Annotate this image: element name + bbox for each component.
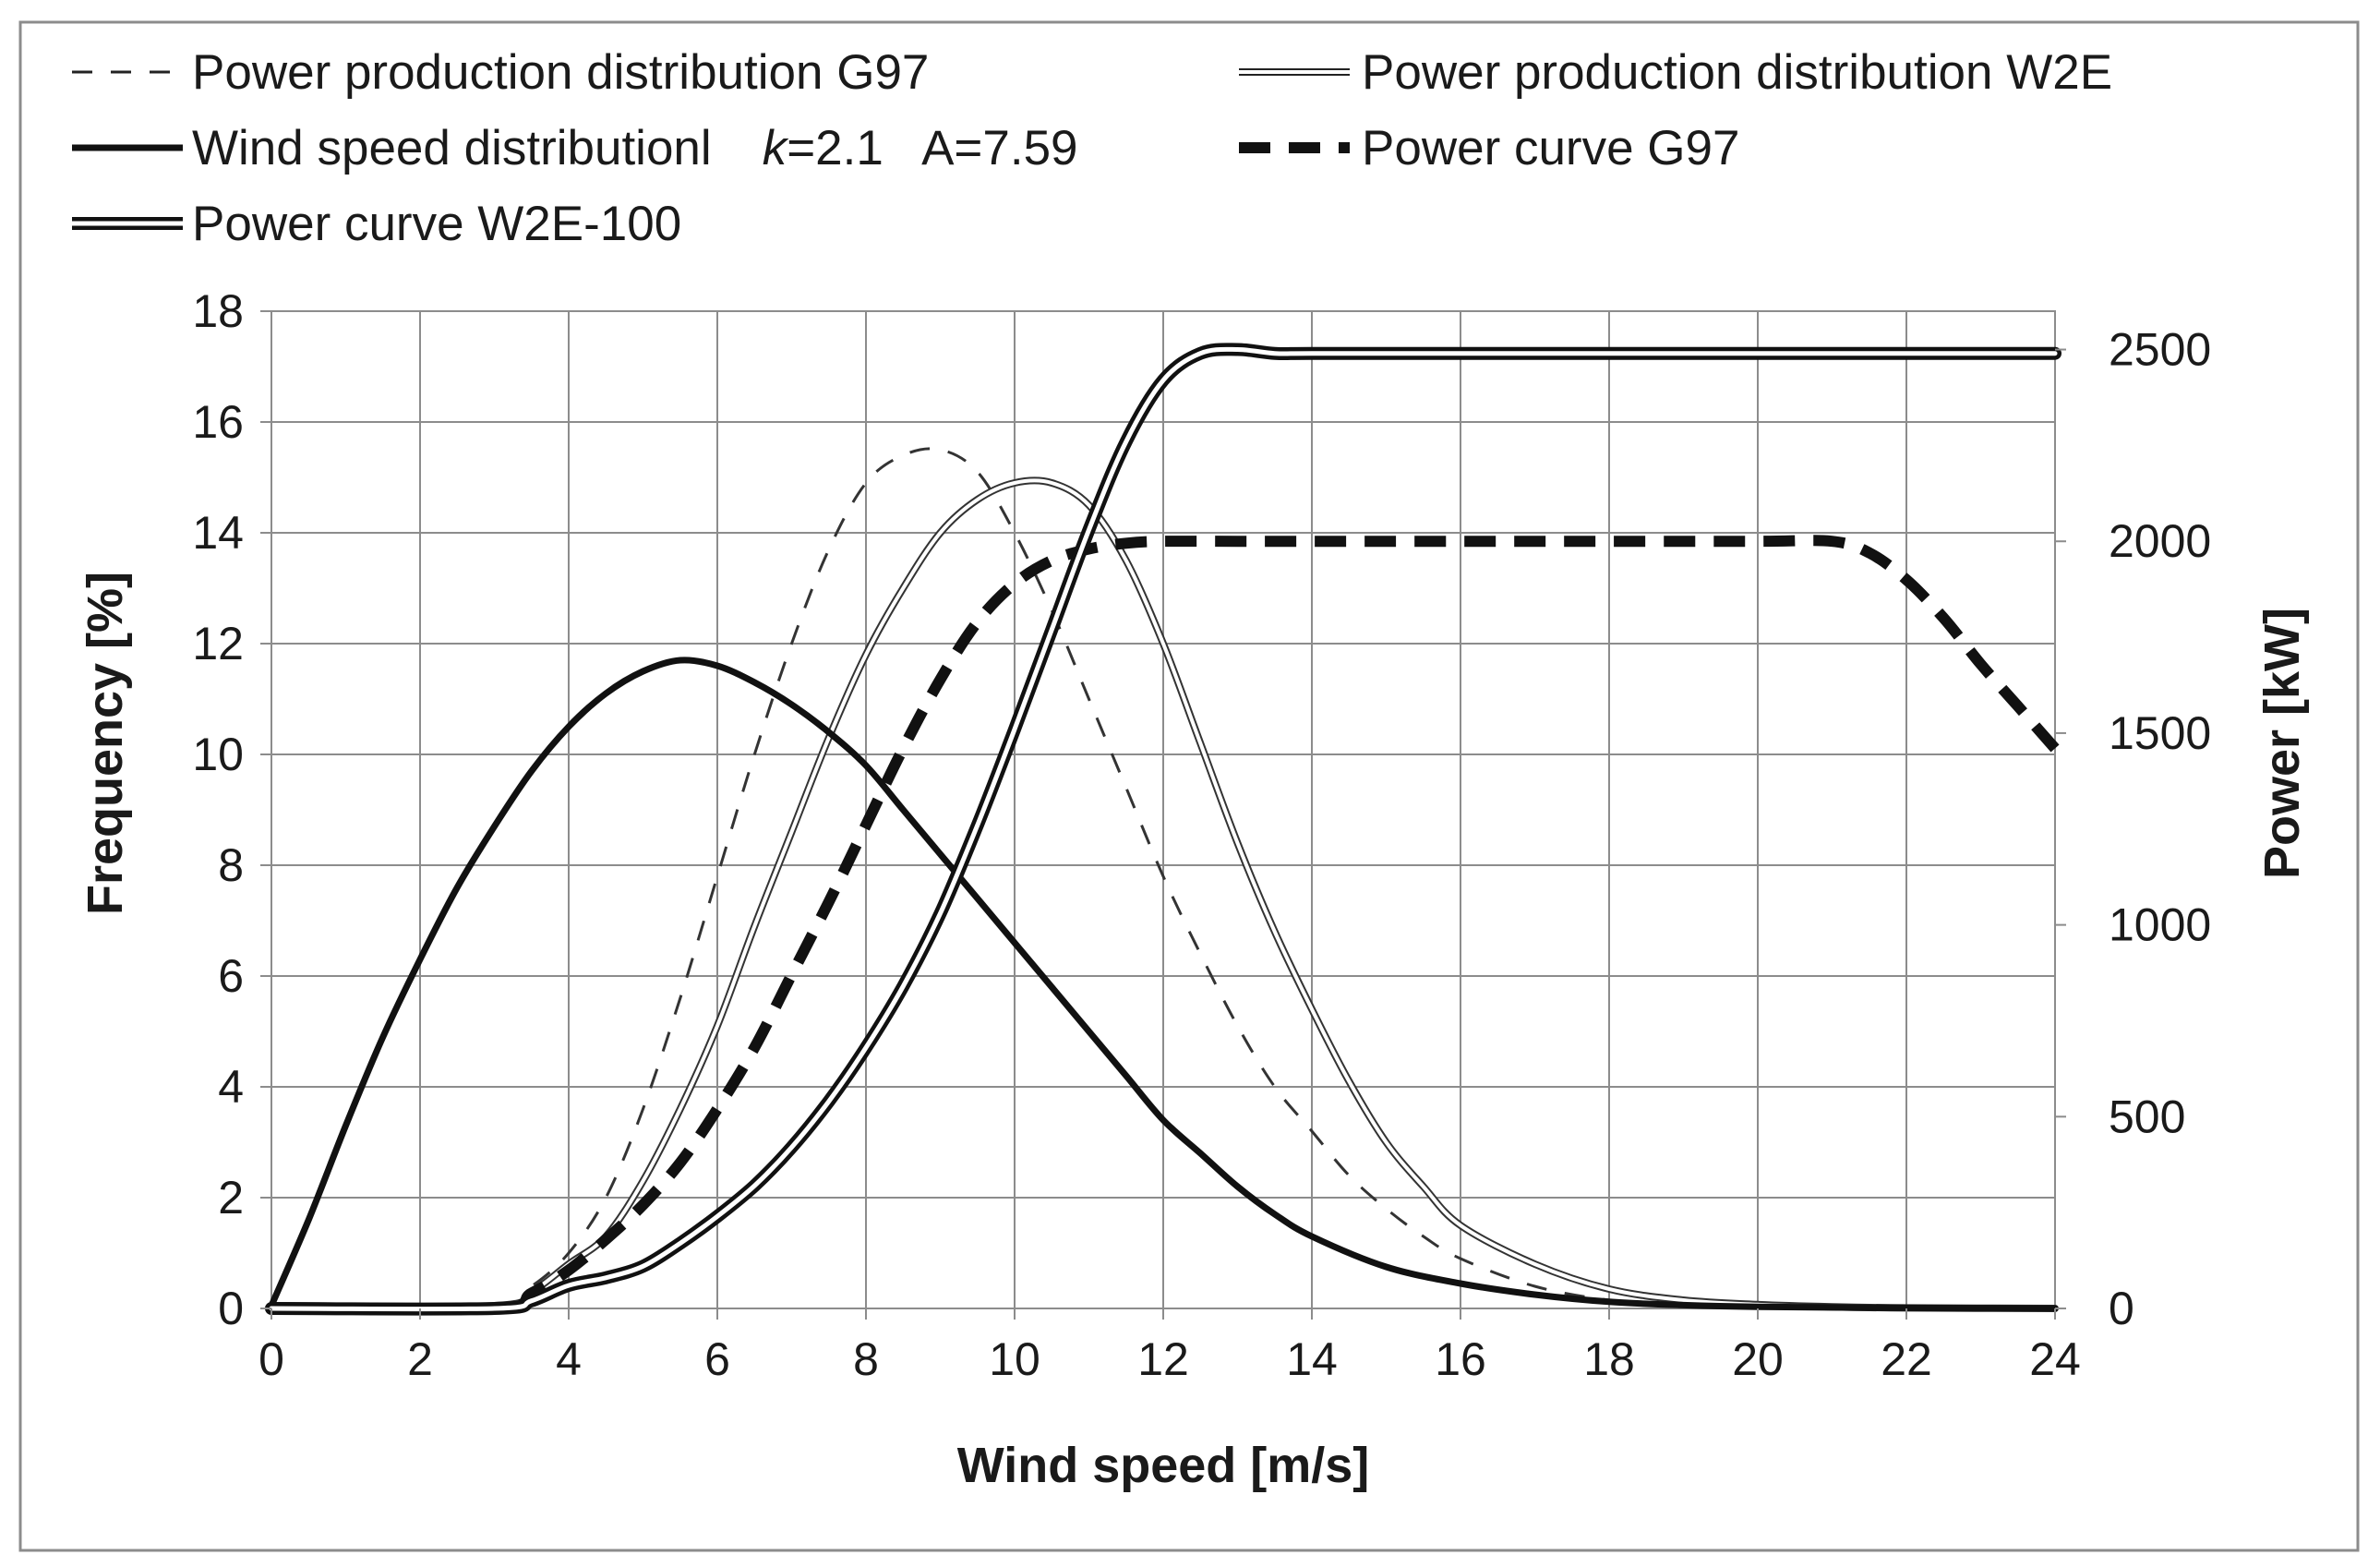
x-tick-label: 8 [853,1333,879,1385]
ticks: 0 2 4 6 8 10 12 14 16 18 20 22 240246810121416180500… [192,285,2211,1385]
x-tick-label: 6 [704,1333,730,1385]
legend-item-g97-curve: Power curve G97 [1239,121,1739,175]
series-3 [270,535,2060,1316]
legend: Power production distribution G97 Power … [72,45,2112,251]
x-tick-label: 4 [556,1333,582,1385]
x-tick-label: 10 [989,1333,1040,1385]
legend-wind-params: =2.1 A=7.59 [787,121,1077,175]
y-tick-label: 14 [192,507,244,559]
legend-label-g97-curve: Power curve G97 [1362,121,1739,175]
y-tick-label: 6 [218,950,244,1002]
legend-item-w2e-production: Power production distribution W2E [1239,45,2112,100]
legend-label-w2e-curve: Power curve W2E-100 [192,197,681,251]
legend-wind-k: k [763,121,789,175]
x-tick-label: 22 [1881,1333,1932,1385]
legend-wind-name: Wind speed distributionl [192,121,712,175]
series-2 [268,657,2059,1312]
legend-label-w2e-production: Power production distribution W2E [1362,45,2112,100]
series-2-line [268,657,2059,1312]
y2-tick-label: 2500 [2109,324,2211,376]
x-tick-label: 0 [258,1333,284,1385]
chart-frame [18,20,2360,1552]
y-tick-label: 12 [192,618,244,669]
x-tick-label: 2 [407,1333,433,1385]
x-axis-title: Wind speed [m/s] [957,1438,1370,1493]
y2-tick-label: 1500 [2109,707,2211,759]
y-axis-title: Frequency [%] [78,572,133,915]
series-0-line [270,447,2056,1310]
legend-item-w2e-curve: Power curve W2E-100 [72,197,681,251]
y2-tick-label: 1000 [2109,899,2211,951]
series-0 [270,447,2056,1310]
y-tick-label: 4 [218,1061,244,1113]
y-tick-label: 10 [192,729,244,780]
y-tick-label: 0 [218,1283,244,1334]
x-tick-label: 14 [1286,1333,1338,1385]
series-1-line-inner [270,478,2057,1310]
legend-label-g97-production: Power production distribution G97 [192,45,929,100]
series-4-line-inner [269,346,2058,1312]
series-layer [265,343,2061,1316]
x-tick-label: 20 [1732,1333,1784,1385]
x-tick-label: 18 [1583,1333,1635,1385]
y2-tick-label: 500 [2109,1091,2185,1142]
series-3-line [270,535,2060,1316]
series-4 [265,343,2061,1316]
x-tick-label: 12 [1137,1333,1189,1385]
y2-tick-label: 2000 [2109,515,2211,567]
legend-item-g97-production: Power production distribution G97 [72,45,929,100]
y2-tick-label: 0 [2109,1283,2134,1334]
y-tick-label: 18 [192,285,244,337]
y-tick-label: 8 [218,839,244,891]
y-tick-label: 2 [218,1172,244,1223]
legend-label-wind-distribution: Wind speed distributionl k=2.1 A=7.59 [192,121,1078,175]
x-tick-label: 24 [2029,1333,2081,1385]
x-tick-label: 16 [1435,1333,1486,1385]
legend-item-wind-distribution: Wind speed distributionl k=2.1 A=7.59 [72,121,1078,175]
y-tick-label: 16 [192,396,244,448]
series-1 [268,476,2059,1312]
y2-axis-title: Power [kW] [2254,608,2310,879]
